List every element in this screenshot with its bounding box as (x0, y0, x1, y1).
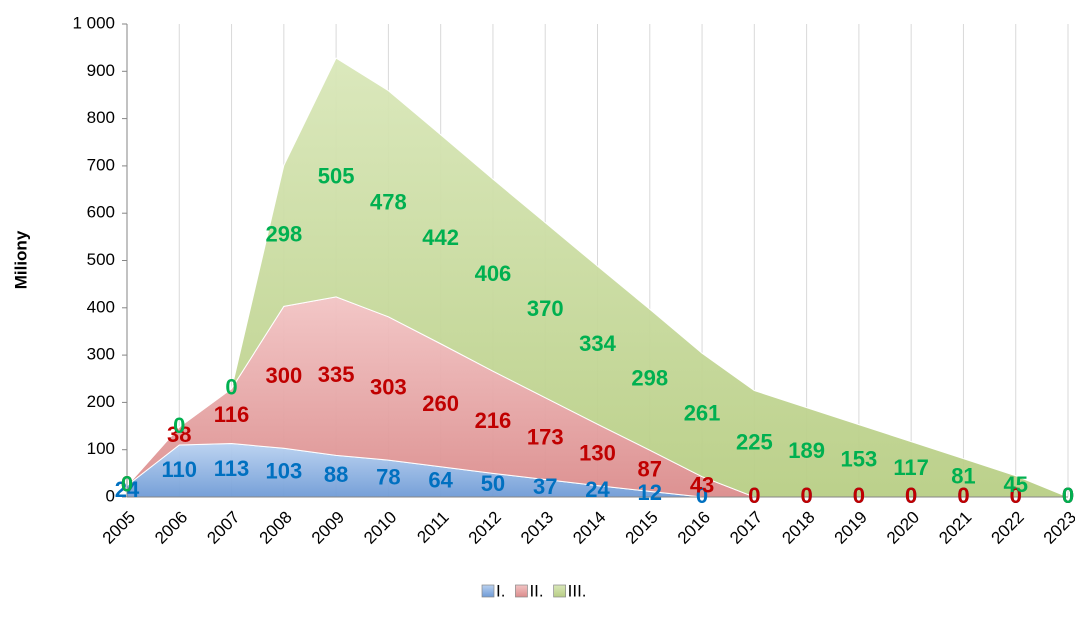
y-tick-label: 600 (87, 203, 115, 222)
data-label: 103 (265, 458, 302, 483)
data-label: 0 (905, 483, 917, 508)
x-tick-label: 2013 (517, 508, 557, 548)
y-tick-label: 900 (87, 61, 115, 80)
data-label: 0 (696, 483, 708, 508)
data-label: 24 (585, 477, 610, 502)
data-label: 0 (121, 471, 133, 496)
data-label: 0 (1010, 483, 1022, 508)
data-label: 406 (475, 261, 512, 286)
data-label: 117 (893, 455, 929, 480)
data-label: 335 (318, 362, 355, 387)
legend-label: II. (529, 581, 543, 600)
data-label: 478 (370, 190, 407, 215)
data-label: 0 (225, 374, 237, 399)
x-tick-label: 2021 (935, 508, 975, 548)
data-label: 38 (167, 422, 191, 447)
x-tick-label: 2020 (883, 508, 923, 548)
data-label: 130 (579, 441, 616, 466)
x-tick-label: 2022 (988, 508, 1028, 548)
data-label: 442 (422, 225, 459, 250)
x-tick-label: 2010 (360, 508, 400, 548)
data-label: 0 (1010, 483, 1022, 508)
y-tick-label: 700 (87, 155, 115, 174)
data-label: 87 (638, 457, 662, 482)
data-label: 0 (800, 483, 812, 508)
data-label: 0 (800, 483, 812, 508)
data-label: 153 (841, 447, 878, 472)
legend-swatch (515, 584, 528, 598)
y-tick-label: 0 (106, 486, 115, 505)
data-label: 88 (324, 462, 348, 487)
data-label: 24 (115, 477, 140, 502)
data-label: 334 (579, 331, 616, 356)
x-tick-label: 2015 (622, 508, 662, 548)
legend: I. II. III. (481, 581, 587, 600)
data-label: 0 (748, 483, 760, 508)
data-label: 12 (638, 480, 662, 505)
data-label: 225 (736, 430, 773, 455)
data-label: 0 (853, 483, 865, 508)
data-label: 260 (422, 391, 459, 416)
data-label: 189 (788, 438, 825, 463)
legend-label: I. (496, 581, 505, 600)
data-label: 300 (265, 363, 302, 388)
x-tick-label: 2006 (151, 508, 191, 548)
x-tick-label: 2008 (256, 508, 296, 548)
data-label: 43 (690, 473, 714, 498)
data-label: 0 (905, 483, 917, 508)
data-label: 0 (957, 483, 969, 508)
data-label: 0 (957, 483, 969, 508)
y-tick-label: 300 (87, 345, 115, 364)
data-label: 50 (481, 471, 505, 496)
x-tick-label: 2009 (308, 508, 348, 548)
x-tick-label: 2011 (413, 508, 452, 547)
data-label: 78 (376, 464, 400, 489)
x-tick-label: 2005 (99, 508, 139, 548)
y-tick-label: 1 000 (72, 13, 115, 32)
x-tick-label: 2012 (465, 508, 505, 548)
data-label: 37 (533, 474, 557, 499)
data-label: 370 (527, 296, 564, 321)
legend-swatch (553, 584, 566, 598)
data-label: 45 (1003, 472, 1027, 497)
data-label: 505 (318, 163, 355, 188)
data-label: 303 (370, 374, 407, 399)
data-label: 0 (121, 471, 133, 496)
data-label: 81 (951, 464, 975, 489)
y-tick-label: 800 (87, 108, 115, 127)
y-tick-label: 200 (87, 392, 115, 411)
data-label: 0 (1062, 483, 1074, 508)
y-axis-label: Miliony (11, 230, 30, 289)
legend-swatch (481, 584, 495, 598)
legend-label: III. (568, 581, 587, 600)
data-label: 0 (853, 483, 865, 508)
y-tick-label: 100 (87, 439, 115, 458)
x-tick-label: 2014 (569, 508, 609, 548)
data-label: 113 (214, 456, 250, 481)
x-tick-label: 2007 (203, 508, 243, 548)
data-label: 64 (428, 468, 453, 493)
data-label: 0 (748, 483, 760, 508)
data-label: 261 (684, 401, 721, 426)
x-tick-label: 2018 (778, 508, 818, 548)
data-label: 298 (265, 222, 302, 247)
y-tick-label: 500 (87, 250, 115, 269)
data-label: 0 (173, 413, 185, 438)
data-label: 110 (162, 457, 198, 482)
x-tick-label: 2016 (674, 508, 714, 548)
data-label: 0 (1062, 483, 1074, 508)
data-label: 216 (475, 408, 512, 433)
x-tick-label: 2019 (831, 508, 871, 548)
x-tick-label: 2017 (726, 508, 766, 548)
data-label: 173 (527, 424, 564, 449)
data-label: 298 (631, 366, 668, 391)
y-tick-label: 400 (87, 297, 115, 316)
data-label: 0 (1062, 483, 1074, 508)
x-tick-label: 2023 (1040, 508, 1075, 548)
data-label: 116 (214, 402, 250, 427)
